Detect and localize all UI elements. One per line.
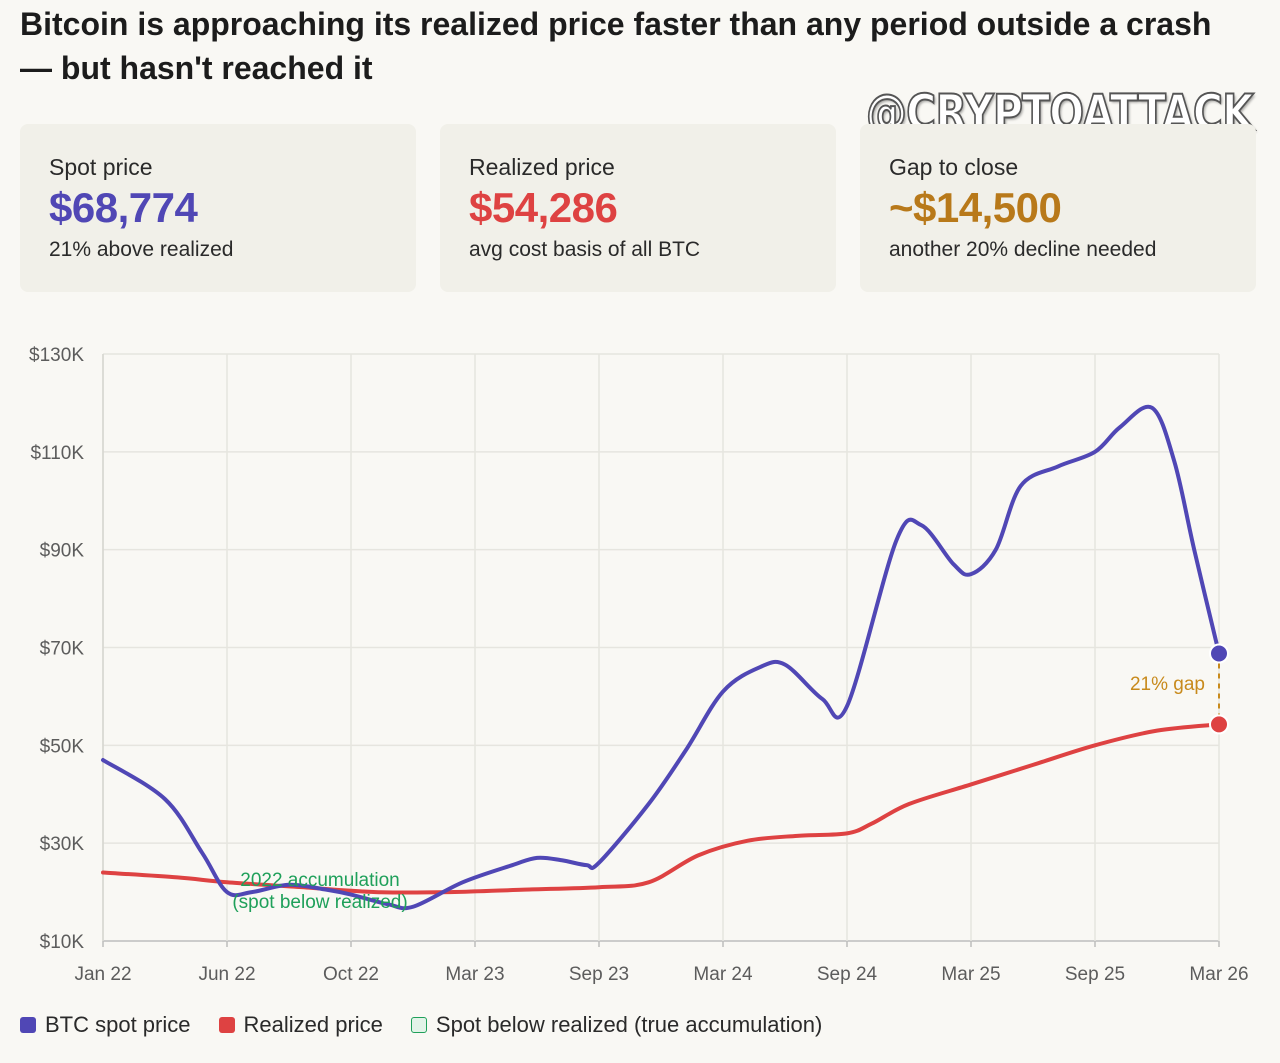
gap-value: ~$14,500 (889, 184, 1062, 231)
x-tick-label: Mar 26 (1189, 964, 1248, 985)
spot-price-note: 21% above realized (49, 238, 234, 261)
realized-price-card: Realized price $54,286 avg cost basis of… (440, 124, 836, 292)
y-tick-label: $70K (40, 639, 85, 660)
x-tick-label: Mar 23 (445, 964, 504, 985)
legend-label-spot: BTC spot price (45, 1012, 191, 1037)
legend: BTC spot price Realized price Spot below… (20, 1012, 850, 1038)
gap-note: another 20% decline needed (889, 238, 1157, 261)
y-tick-label: $130K (29, 345, 84, 366)
x-tick-label: Oct 22 (323, 964, 379, 985)
gap-label: Gap to close (889, 154, 1019, 180)
page-title: Bitcoin is approaching its realized pric… (20, 6, 1212, 86)
spot-price-line (101, 404, 1221, 911)
x-tick-label: Mar 24 (693, 964, 753, 985)
legend-label-realized: Realized price (243, 1012, 383, 1037)
legend-item-spot[interactable]: BTC spot price (20, 1012, 191, 1038)
legend-swatch-realized (218, 1017, 235, 1033)
x-tick-label: Sep 23 (569, 964, 629, 985)
gap-card: Gap to close ~$14,500 another 20% declin… (860, 124, 1256, 292)
x-tick-label: Sep 24 (817, 964, 878, 985)
y-tick-label: $30K (40, 834, 85, 855)
x-tick-label: Sep 25 (1065, 964, 1125, 985)
x-tick-label: Mar 25 (941, 964, 1000, 985)
chart-grid (102, 353, 1220, 947)
realized-price-value: $54,286 (469, 184, 618, 231)
legend-swatch-accumulation (410, 1017, 427, 1033)
legend-label-accumulation: Spot below realized (true accumulation) (435, 1012, 823, 1037)
y-axis: $10K $30K $50K $70K $90K $110K $130K (29, 345, 84, 953)
accumulation-annotation-line1: 2022 accumulation (240, 870, 400, 891)
realized-price-note: avg cost basis of all BTC (469, 238, 701, 261)
chart-lines (101, 404, 1229, 911)
spot-price-endpoint (1209, 643, 1229, 664)
realized-price-endpoint (1209, 714, 1229, 735)
spot-price-card: Spot price $68,774 21% above realized (20, 124, 416, 292)
x-axis: Jan 22 Jun 22 Oct 22 Mar 23 Sep 23 Mar 24 Sep … (74, 964, 1248, 985)
y-tick-label: $10K (40, 932, 85, 953)
legend-item-accumulation[interactable]: Spot below realized (true accumulation) (410, 1012, 823, 1038)
legend-swatch-spot (20, 1017, 36, 1033)
y-tick-label: $50K (40, 736, 85, 757)
accumulation-annotation-line2: (spot below realized) (232, 892, 407, 913)
price-chart: $10K $30K $50K $70K $90K $110K $130K Jan 22 Jun… (29, 345, 1249, 985)
realized-price-line (101, 722, 1221, 895)
chart-annotations: 2022 accumulation(spot below realized) 21… (232, 663, 1220, 913)
x-tick-label: Jan 22 (74, 964, 131, 985)
spot-price-value: $68,774 (49, 184, 198, 231)
y-tick-label: $90K (40, 541, 85, 562)
realized-price-label: Realized price (469, 154, 615, 180)
legend-item-realized[interactable]: Realized price (218, 1012, 383, 1038)
x-tick-label: Jun 22 (198, 964, 255, 985)
gap-annotation: 21% gap (1130, 674, 1205, 695)
spot-price-label: Spot price (49, 154, 153, 180)
y-tick-label: $110K (30, 443, 84, 464)
